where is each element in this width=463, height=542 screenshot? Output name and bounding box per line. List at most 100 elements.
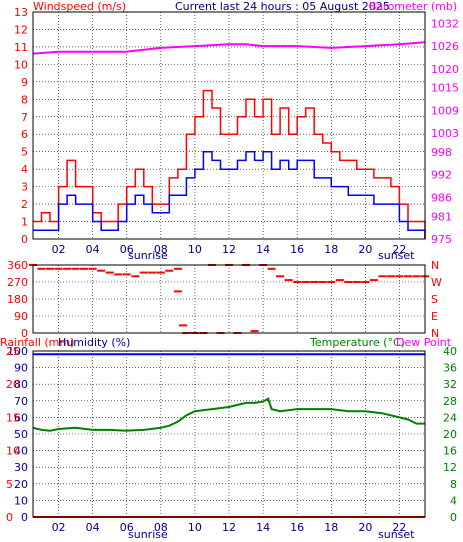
humidity-y-tick: 100 — [7, 345, 28, 358]
compass-y-tick: S — [431, 293, 438, 306]
barometer-y-tick: 986 — [431, 191, 452, 204]
humidity-x-tick: 08 — [154, 521, 168, 534]
wind-x-tick: 08 — [154, 243, 168, 256]
direction-point — [352, 281, 361, 283]
sunset-label-bottom: sunset — [378, 528, 415, 541]
humidity-x-ticks: 02 04 06 08 10 12 14 16 18 20 22 — [52, 521, 407, 534]
wind-y-tick: 7 — [21, 111, 28, 124]
temperature-axis-label: Temperature (°C) — [309, 336, 405, 349]
humidity-x-tick: 16 — [290, 521, 304, 534]
compass-y-tick: E — [431, 310, 438, 323]
humidity-x-tick: 12 — [222, 521, 236, 534]
wind-y-tick: 4 — [21, 163, 28, 176]
direction-point — [395, 275, 404, 278]
dewpoint-axis-label: Dew Point — [396, 336, 452, 349]
rain-y-ticks: 0 5 10 15 20 25 — [6, 345, 20, 524]
humidity-axis-label: Humidity (%) — [58, 336, 130, 349]
direction-point — [71, 267, 80, 270]
wind-x-ticks: 02 04 06 08 10 12 14 16 18 20 22 — [52, 243, 407, 256]
wind-y-tick: 13 — [14, 6, 28, 19]
wind-x-tick: 16 — [290, 243, 304, 256]
direction-point — [293, 281, 302, 283]
humidity-x-tick: 14 — [256, 521, 270, 534]
wind-y-tick: 5 — [21, 146, 28, 159]
direction-point — [54, 267, 63, 270]
series-average-line — [33, 150, 426, 239]
direction-y-tick: 360 — [7, 259, 28, 272]
direction-point — [63, 267, 72, 270]
series-barometer-line — [32, 41, 426, 55]
direction-point — [148, 271, 157, 274]
direction-point — [284, 279, 293, 282]
compass-y-tick: N — [431, 259, 439, 272]
rain-y-tick: 5 — [6, 478, 13, 491]
direction-point — [276, 275, 285, 278]
humidity-x-tick: 02 — [52, 521, 66, 534]
humidity-y-tick: 0 — [21, 511, 28, 524]
direction-panel-frame — [32, 264, 426, 334]
direction-point — [335, 279, 344, 282]
temperature-y-tick: 32 — [443, 378, 457, 391]
direction-point — [267, 267, 276, 270]
humidity-x-tick: 04 — [86, 521, 100, 534]
series-temperature-line — [32, 397, 425, 432]
direction-point — [344, 281, 353, 283]
humidity-panel-frame — [32, 350, 426, 518]
barometer-y-tick: 1003 — [431, 127, 459, 140]
windspeed-axis-label: Windspeed (m/s) — [33, 0, 126, 13]
temperature-y-tick: 12 — [443, 461, 457, 474]
direction-point — [139, 271, 148, 274]
humidity-x-tick: 22 — [392, 521, 406, 534]
humidity-y-tick: 40 — [14, 445, 28, 458]
direction-point — [122, 273, 131, 276]
wind-y-tick: 1 — [21, 216, 28, 229]
temperature-y-tick: 16 — [443, 445, 457, 458]
rain-y-tick: 25 — [6, 345, 20, 358]
rainfall-axis-label: Rainfall (mm) — [0, 336, 74, 349]
temperature-y-tick: 28 — [443, 395, 457, 408]
barometer-y-tick: 975 — [431, 233, 452, 246]
wind-y-tick: 0 — [21, 233, 28, 246]
direction-y-tick: 0 — [21, 327, 28, 340]
direction-point — [404, 275, 412, 278]
wind-x-tick: 14 — [256, 243, 270, 256]
wind-y-tick: 11 — [14, 41, 28, 54]
wind-x-tick: 20 — [358, 243, 372, 256]
humidity-y-tick: 50 — [14, 428, 28, 441]
wind-x-tick: 06 — [120, 243, 134, 256]
wind-y-tick: 3 — [21, 181, 28, 194]
direction-point — [88, 267, 97, 270]
wind-y-tick: 2 — [21, 198, 28, 211]
direction-point — [250, 330, 259, 333]
direction-point — [361, 281, 370, 283]
direction-y-ticks: 0 90 180 270 360 — [7, 259, 28, 340]
wind-y-tick: 8 — [21, 93, 28, 106]
chart-title: Current last 24 hours : 05 August 2025 — [175, 0, 390, 13]
barometer-y-tick: 1015 — [431, 82, 459, 95]
direction-point — [378, 275, 387, 278]
humidity-x-tick: 10 — [188, 521, 202, 534]
wind-x-tick: 22 — [392, 243, 406, 256]
direction-y-tick: 180 — [7, 293, 28, 306]
direction-y-tick: 270 — [7, 276, 28, 289]
rain-y-tick: 15 — [6, 411, 20, 424]
humidity-y-tick: 80 — [14, 378, 28, 391]
direction-point — [46, 267, 54, 270]
sunset-label-top: sunset — [378, 249, 415, 262]
rain-y-tick: 0 — [6, 511, 13, 524]
wind-x-tick: 18 — [324, 243, 338, 256]
humidity-y-tick: 90 — [14, 362, 28, 375]
direction-point — [412, 275, 421, 278]
wind-y-tick: 9 — [21, 76, 28, 89]
temperature-y-tick: 24 — [443, 411, 457, 424]
direction-point — [165, 269, 174, 272]
humidity-y-tick: 20 — [14, 478, 28, 491]
barometer-y-ticks: 975 981 986 992 998 1003 1009 1015 1020 1026 1032 — [431, 17, 459, 246]
humidity-y-tick: 30 — [14, 461, 28, 474]
